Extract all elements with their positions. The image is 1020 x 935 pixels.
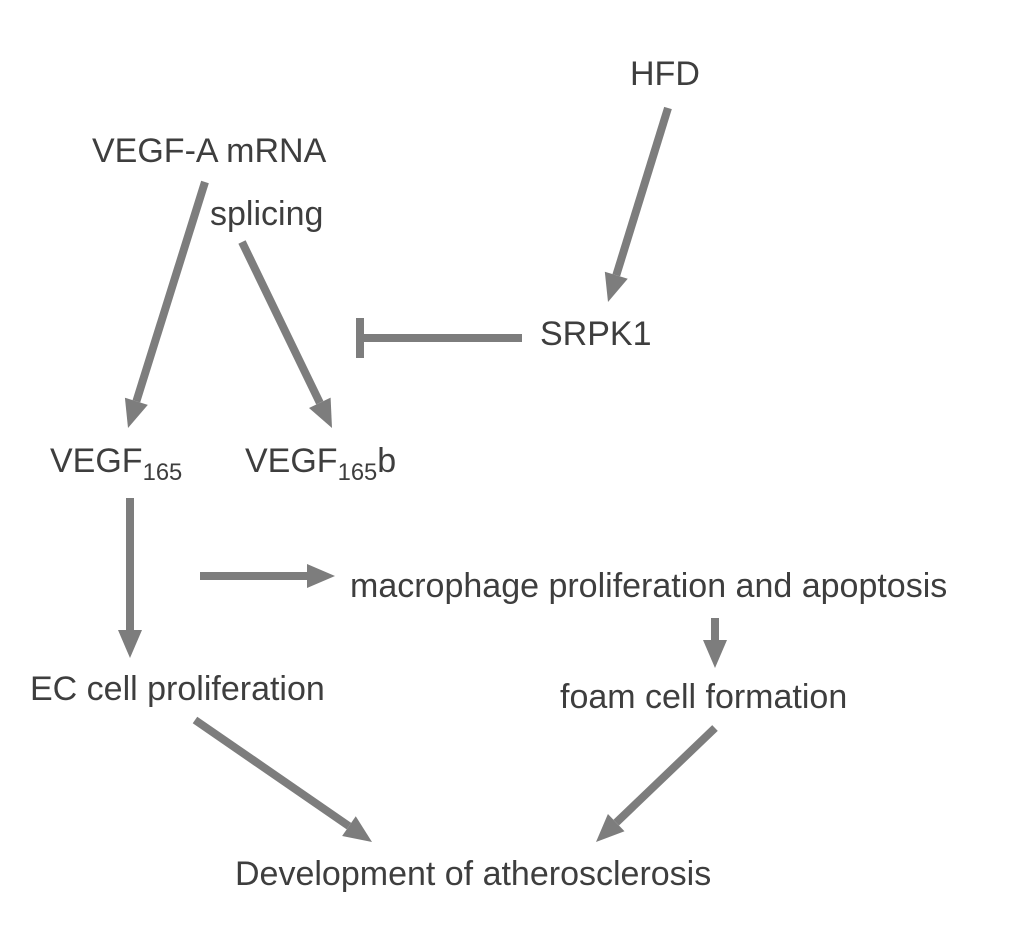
edge-srpk1-inhibit — [360, 318, 522, 358]
node-vegfaMrna: VEGF-A mRNA — [92, 132, 326, 171]
edge-vegf165-down — [118, 498, 142, 658]
node-srpk1: SRPK1 — [540, 315, 652, 354]
node-macro: macrophage proliferation and apoptosis — [350, 567, 947, 606]
node-vegf165b: VEGF165b — [245, 442, 396, 487]
edge-mrna-vegf165 — [125, 182, 205, 428]
node-athero: Development of atherosclerosis — [235, 855, 711, 894]
edge-macro-foam — [703, 618, 727, 668]
node-vegf165: VEGF165 — [50, 442, 182, 487]
edge-hfd-srpk1 — [605, 108, 668, 302]
node-ecprolif: EC cell proliferation — [30, 670, 325, 709]
flow-diagram: HFDVEGF-A mRNAsplicingSRPK1VEGF165VEGF16… — [0, 0, 1020, 935]
node-label: VEGF — [50, 442, 143, 480]
node-subscript: 165 — [143, 459, 183, 486]
node-foam: foam cell formation — [560, 678, 847, 717]
edge-vegf165-macro — [200, 564, 335, 588]
node-label: VEGF — [245, 442, 338, 480]
edge-foam-athero — [596, 728, 715, 842]
node-subscript: 165 — [338, 459, 378, 486]
edge-mrna-vegf165b — [242, 242, 332, 428]
node-hfd: HFD — [630, 55, 700, 94]
edge-ecprolif-athero — [195, 720, 372, 842]
node-tail: b — [377, 442, 396, 480]
node-splicing: splicing — [210, 195, 323, 234]
